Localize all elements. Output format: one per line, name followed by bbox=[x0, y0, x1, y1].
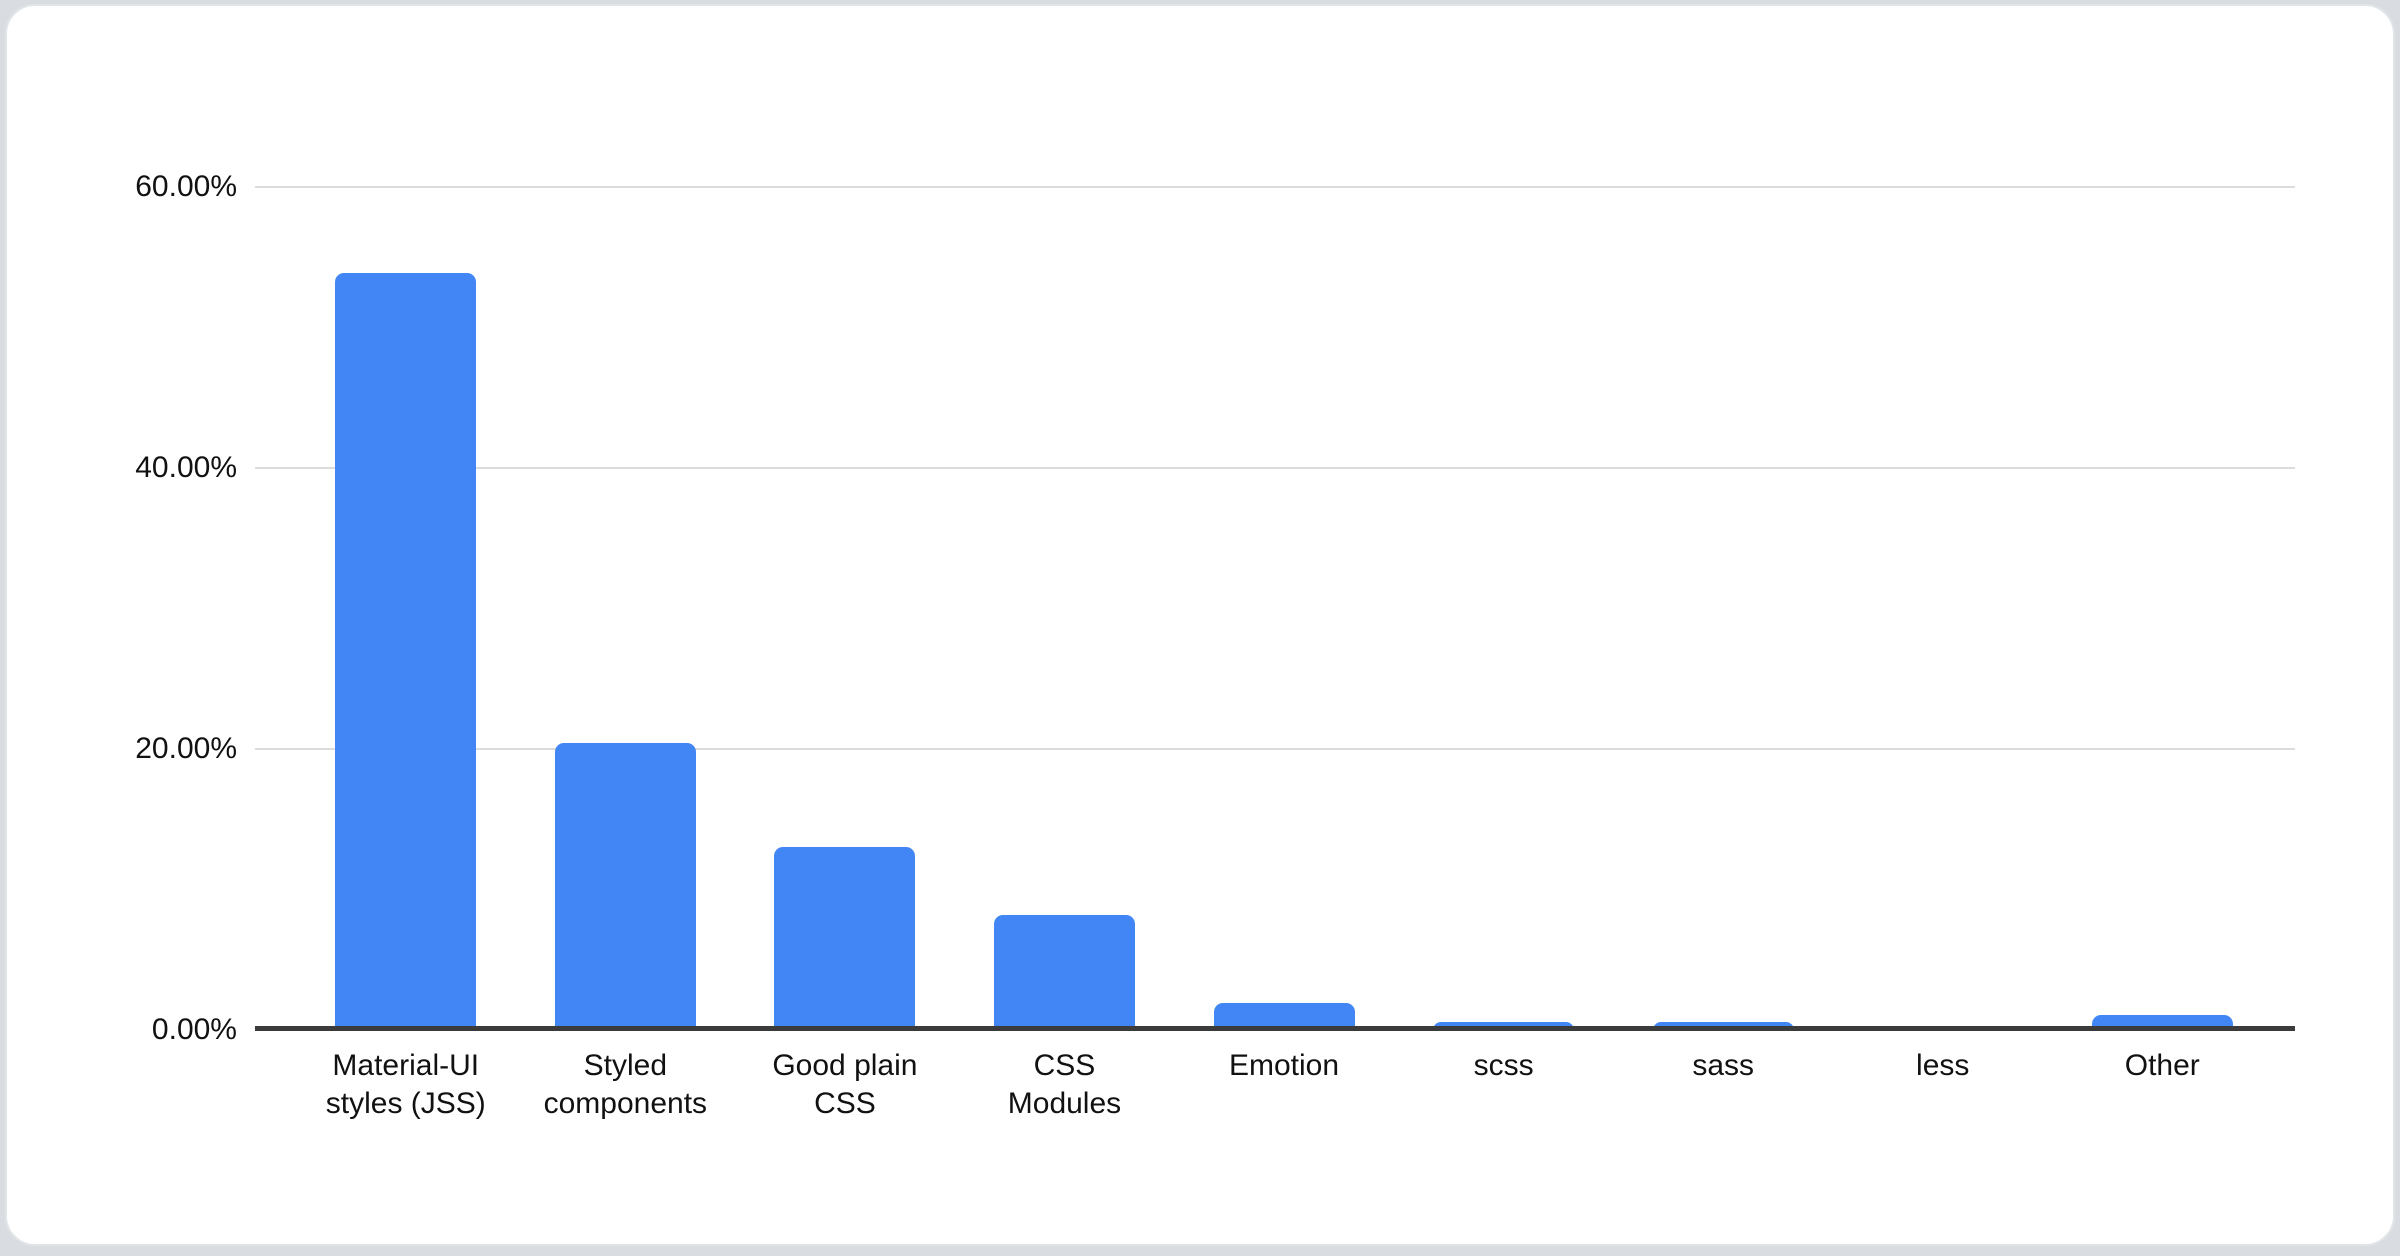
x-label-styled-components: Styled components bbox=[543, 1049, 708, 1120]
plot-area bbox=[296, 187, 2272, 1030]
bar-column-emotion bbox=[1174, 187, 1394, 1030]
x-label-css-modules: CSS Modules bbox=[1007, 1049, 1122, 1120]
gridline-60 bbox=[255, 186, 2295, 188]
bar-column-sass bbox=[1613, 187, 1833, 1030]
bar-column-scss bbox=[1394, 187, 1614, 1030]
bar-good-plain-css[interactable] bbox=[774, 847, 916, 1030]
x-label-sass: sass bbox=[1692, 1049, 1754, 1082]
bar-column-good-plain-css bbox=[735, 187, 955, 1030]
x-label-other: Other bbox=[2124, 1049, 2200, 1082]
bar-column-material-ui-styles-jss bbox=[296, 187, 516, 1030]
gridline-20 bbox=[255, 748, 2295, 750]
x-label-good-plain-css: Good plain CSS bbox=[772, 1049, 918, 1120]
chart-card: 60.00% 40.00% 20.00% 0.00% Material-UI styl… bbox=[5, 4, 2395, 1246]
x-axis-labels: Material-UI styles (JSS) Styled component… bbox=[296, 1047, 2272, 1123]
bar-css-modules[interactable] bbox=[993, 914, 1135, 1030]
bar-scss[interactable] bbox=[1433, 1021, 1575, 1030]
bar-column-less bbox=[1833, 187, 2053, 1030]
y-tick-label-40: 40.00% bbox=[135, 451, 237, 484]
x-axis-baseline bbox=[255, 1026, 2295, 1031]
bar-sass[interactable] bbox=[1652, 1021, 1794, 1030]
x-label-material-ui-styles-jss: Material-UI styles (JSS) bbox=[325, 1049, 486, 1120]
x-label-less: less bbox=[1916, 1049, 1970, 1082]
x-label-emotion: Emotion bbox=[1229, 1049, 1340, 1082]
bar-column-other bbox=[2053, 187, 2273, 1030]
bar-material-ui-styles-jss[interactable] bbox=[335, 272, 477, 1030]
y-tick-label-20: 20.00% bbox=[135, 732, 237, 765]
bar-styled-components[interactable] bbox=[554, 743, 696, 1030]
y-axis-labels: 60.00% 40.00% 20.00% 0.00% bbox=[7, 170, 237, 1046]
grid-layer bbox=[255, 186, 2295, 1030]
y-tick-label-60: 60.00% bbox=[135, 170, 237, 203]
bar-emotion[interactable] bbox=[1213, 1003, 1355, 1030]
y-tick-label-0: 0.00% bbox=[151, 1013, 237, 1046]
bar-column-css-modules bbox=[955, 187, 1175, 1030]
gridline-40 bbox=[255, 467, 2295, 469]
bar-chart: 60.00% 40.00% 20.00% 0.00% Material-UI styl… bbox=[7, 6, 2393, 1244]
bar-column-styled-components bbox=[516, 187, 736, 1030]
x-label-scss: scss bbox=[1473, 1049, 1534, 1082]
